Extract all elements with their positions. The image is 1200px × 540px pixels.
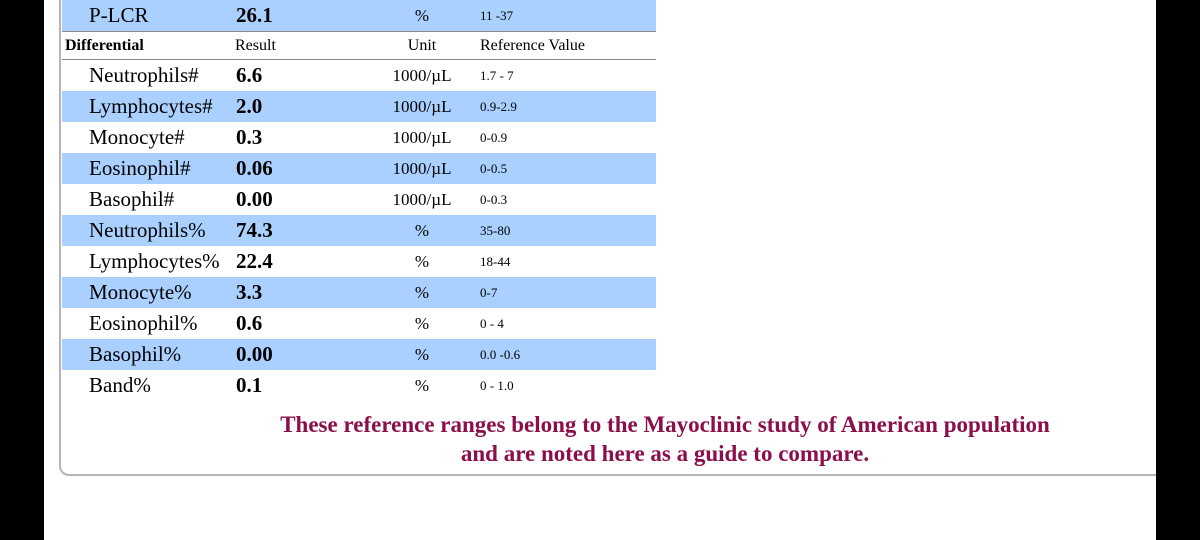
test-reference: 1.7 - 7 <box>480 68 514 83</box>
test-unit: 1000/µL <box>392 190 452 209</box>
header-reference: Reference Value <box>480 37 585 54</box>
test-unit: % <box>414 221 430 240</box>
header-unit: Unit <box>407 37 437 54</box>
test-name: Basophil% <box>89 342 182 366</box>
test-unit: % <box>414 314 430 333</box>
table-row: Lymphocytes% 22.4 % 18-44 <box>62 246 656 277</box>
test-result: 22.4 <box>236 249 273 273</box>
test-reference: 0 - 1.0 <box>480 378 514 393</box>
table-row: Eosinophil# 0.06 1000/µL 0-0.5 <box>62 153 656 184</box>
test-result: 0.00 <box>236 187 273 211</box>
test-name: Eosinophil# <box>89 156 191 180</box>
test-reference: 0-0.9 <box>480 130 508 145</box>
test-unit: 1000/µL <box>392 66 452 85</box>
test-name: P-LCR <box>89 3 149 27</box>
test-name: Basophil# <box>89 187 175 211</box>
test-name: Eosinophil% <box>89 311 198 335</box>
test-result: 0.00 <box>236 342 273 366</box>
test-unit: % <box>414 283 430 302</box>
test-reference: 0.9-2.9 <box>480 99 517 114</box>
test-unit: % <box>414 6 430 25</box>
test-result: 0.3 <box>236 125 263 149</box>
test-reference: 35-80 <box>480 223 511 238</box>
test-unit: 1000/µL <box>392 97 452 116</box>
reference-note-line-1: These reference ranges belong to the May… <box>280 412 1050 437</box>
test-reference: 0.0 -0.6 <box>480 347 521 362</box>
table-header: Differential Result Unit Reference Value <box>62 31 656 60</box>
table-row: P-LCR 26.1 % 11 -37 <box>62 0 656 31</box>
test-name: Neutrophils% <box>89 218 206 242</box>
right-letterbox <box>1156 0 1200 540</box>
test-name: Monocyte% <box>89 280 192 304</box>
table-row: Basophil# 0.00 1000/µL 0-0.3 <box>62 184 656 215</box>
table-row: Lymphocytes# 2.0 1000/µL 0.9-2.9 <box>62 91 656 122</box>
test-unit: % <box>414 376 430 395</box>
test-result: 3.3 <box>236 280 263 304</box>
test-result: 2.0 <box>236 94 263 118</box>
test-name: Lymphocytes# <box>89 94 213 118</box>
test-unit: % <box>414 252 430 271</box>
test-reference: 0-0.5 <box>480 161 508 176</box>
table-row: Monocyte% 3.3 % 0-7 <box>62 277 656 308</box>
test-result: 6.6 <box>236 63 263 87</box>
test-reference: 18-44 <box>480 254 511 269</box>
test-name: Monocyte# <box>89 125 185 149</box>
table-row: Band% 0.1 % 0 - 1.0 <box>62 370 656 401</box>
test-result: 74.3 <box>236 218 273 242</box>
table-row: Neutrophils% 74.3 % 35-80 <box>62 215 656 246</box>
test-reference: 11 -37 <box>480 8 514 23</box>
test-name: Lymphocytes% <box>89 249 220 273</box>
test-result: 0.06 <box>236 156 273 180</box>
test-result: 0.1 <box>236 373 263 397</box>
test-unit: 1000/µL <box>392 159 452 178</box>
test-result: 26.1 <box>236 3 273 27</box>
test-result: 0.6 <box>236 311 263 335</box>
reference-note-line-2: and are noted here as a guide to compare… <box>460 441 870 466</box>
table-row: Neutrophils# 6.6 1000/µL 1.7 - 7 <box>62 60 656 91</box>
test-unit: 1000/µL <box>392 128 452 147</box>
table-row: Basophil% 0.00 % 0.0 -0.6 <box>62 339 656 370</box>
test-reference: 0-0.3 <box>480 192 508 207</box>
header-name: Differential <box>65 37 144 54</box>
test-unit: % <box>414 345 430 364</box>
test-name: Band% <box>89 373 151 397</box>
table-row: Eosinophil% 0.6 % 0 - 4 <box>62 308 656 339</box>
test-reference: 0 - 4 <box>480 316 504 331</box>
table-row: Monocyte# 0.3 1000/µL 0-0.9 <box>62 122 656 153</box>
reference-note: These reference ranges belong to the May… <box>160 410 1170 468</box>
test-reference: 0-7 <box>480 285 498 300</box>
header-result: Result <box>235 37 276 54</box>
test-name: Neutrophils# <box>89 63 199 87</box>
left-letterbox <box>0 0 44 540</box>
